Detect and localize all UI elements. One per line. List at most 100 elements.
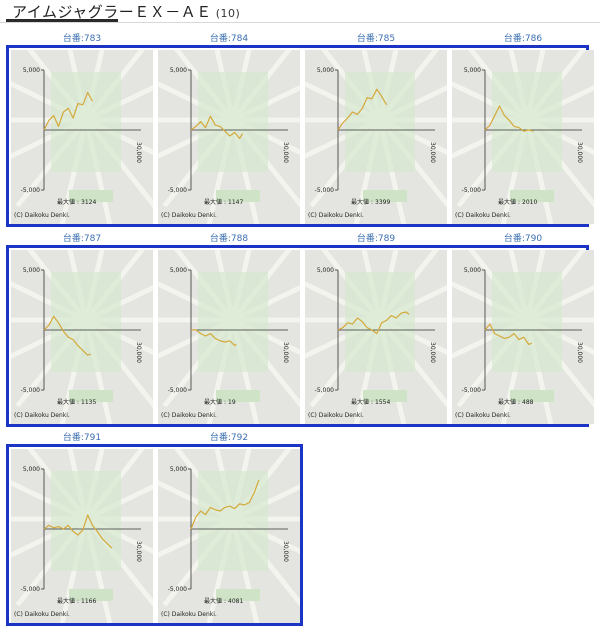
max-value: 最大値:1147: [204, 197, 243, 206]
machine-number-link[interactable]: 台番:788: [209, 234, 249, 244]
y-tick-label: -5,000: [462, 187, 482, 194]
max-value-label: 最大値: [57, 598, 76, 605]
y-tick-label: -5,000: [462, 387, 482, 394]
machine-card-台番:787[interactable]: 台番:787 5,000 -5,000 30,000 最大値:1135 (C) Daiko…: [11, 234, 153, 424]
max-value-separator: :: [518, 399, 521, 406]
x-max-label: 30,000: [282, 541, 289, 562]
max-value-number: 1166: [81, 598, 97, 605]
max-value-number: 1554: [375, 399, 391, 406]
max-value-separator: :: [77, 598, 80, 605]
machine-card-台番:785[interactable]: 台番:785 5,000 -5,000 30,000 最大値:3399 (C) Daiko…: [305, 34, 447, 224]
max-value-separator: :: [371, 399, 374, 406]
y-tick-label: -5,000: [315, 187, 335, 194]
slump-graph-svg: 5,000 -5,000 30,000: [158, 449, 300, 623]
y-tick-label: 5,000: [317, 67, 334, 74]
machine-card-台番:786[interactable]: 台番:786 5,000 -5,000 30,000 最大値:2010 (C) Daiko…: [452, 34, 594, 224]
max-value-separator: :: [224, 399, 227, 406]
background-logo: [216, 190, 260, 202]
slump-graph-svg: 5,000 -5,000 30,000: [452, 250, 594, 424]
max-value-label: 最大値: [204, 199, 223, 206]
slump-line: [484, 105, 534, 132]
background-logo: [510, 390, 554, 402]
y-tick-label: 5,000: [23, 267, 40, 274]
slump-graph: 5,000 -5,000 30,000 最大値:2010 (C) Daikoku Den…: [452, 50, 594, 224]
y-tick-label: -5,000: [21, 187, 41, 194]
max-value-label: 最大値: [57, 399, 76, 406]
max-value: 最大値:488: [498, 397, 534, 406]
x-max-label: 30,000: [135, 142, 142, 163]
machine-card-台番:789[interactable]: 台番:789 5,000 -5,000 30,000 最大値:1554 (C) Daiko…: [305, 234, 447, 424]
slump-graph: 5,000 -5,000 30,000 最大値:19 (C) Daikoku Denki…: [158, 250, 300, 424]
x-max-label: 30,000: [282, 142, 289, 163]
machine-number-link[interactable]: 台番:785: [356, 34, 396, 44]
max-value: 最大値:3399: [351, 197, 390, 206]
max-value-number: 4081: [228, 598, 244, 605]
machine-card-台番:792[interactable]: 台番:792 5,000 -5,000 30,000 最大値:4081 (C) Daiko…: [158, 433, 300, 623]
machine-number-link[interactable]: 台番:790: [503, 234, 543, 244]
max-value-number: 1147: [228, 199, 244, 206]
copyright-text: (C) Daikoku Denki.: [455, 412, 511, 419]
max-value-number: 488: [522, 399, 534, 406]
slump-line: [190, 329, 237, 347]
max-value: 最大値:1554: [351, 397, 390, 406]
machine-number-link[interactable]: 台番:787: [62, 234, 102, 244]
copyright-text: (C) Daikoku Denki.: [14, 212, 70, 219]
background-panel: [198, 272, 268, 372]
x-max-label: 30,000: [429, 342, 436, 363]
page-title: アイムジャグラーＥＸ－ＡＥ (10): [12, 1, 240, 22]
max-value-number: 3399: [375, 199, 391, 206]
max-value: 最大値:1135: [57, 397, 96, 406]
x-max-label: 30,000: [135, 541, 142, 562]
max-value-separator: :: [77, 399, 80, 406]
section-header: アイムジャグラーＥＸ－ＡＥ (10): [0, 0, 600, 23]
machine-card-台番:784[interactable]: 台番:784 5,000 -5,000 30,000 最大値:1147 (C) Daiko…: [158, 34, 300, 224]
max-value-number: 19: [228, 399, 236, 406]
max-value-separator: :: [224, 199, 227, 206]
machine-number-link[interactable]: 台番:784: [209, 34, 249, 44]
x-max-label: 30,000: [282, 342, 289, 363]
max-value-number: 3124: [81, 199, 97, 206]
machine-number-link[interactable]: 台番:786: [503, 34, 543, 44]
machine-number-link[interactable]: 台番:791: [62, 433, 102, 443]
background-logo: [216, 390, 260, 402]
machine-number-link[interactable]: 台番:789: [356, 234, 396, 244]
background-panel: [492, 272, 562, 372]
copyright-text: (C) Daikoku Denki.: [161, 412, 217, 419]
slump-line: [190, 479, 260, 530]
max-value-label: 最大値: [498, 399, 517, 406]
machine-card-台番:790[interactable]: 台番:790 5,000 -5,000 30,000 最大値:488 (C) Daikok…: [452, 234, 594, 424]
y-tick-label: -5,000: [21, 586, 41, 593]
y-tick-label: 5,000: [23, 466, 40, 473]
max-value: 最大値:2010: [498, 197, 537, 206]
max-value-label: 最大値: [351, 199, 370, 206]
y-tick-label: 5,000: [170, 466, 187, 473]
slump-graph-svg: 5,000 -5,000 30,000: [452, 50, 594, 224]
y-tick-label: -5,000: [168, 586, 188, 593]
y-tick-label: -5,000: [168, 187, 188, 194]
y-tick-label: -5,000: [168, 387, 188, 394]
x-max-label: 30,000: [576, 342, 583, 363]
copyright-text: (C) Daikoku Denki.: [161, 212, 217, 219]
slump-graph-svg: 5,000 -5,000 30,000: [305, 250, 447, 424]
slump-line: [190, 115, 244, 140]
y-tick-label: 5,000: [170, 67, 187, 74]
slump-graph: 5,000 -5,000 30,000 最大値:4081 (C) Daikoku Den…: [158, 449, 300, 623]
machine-card-台番:791[interactable]: 台番:791 5,000 -5,000 30,000 最大値:1166 (C) Daiko…: [11, 433, 153, 623]
machine-card-台番:783[interactable]: 台番:783 5,000 -5,000 30,000 最大値:3124 (C) Daiko…: [11, 34, 153, 224]
background-logo: [69, 190, 113, 202]
background-panel: [345, 72, 415, 172]
slump-graph-svg: 5,000 -5,000 30,000: [158, 250, 300, 424]
x-max-label: 30,000: [576, 142, 583, 163]
max-value-number: 1135: [81, 399, 97, 406]
slump-graph: 5,000 -5,000 30,000 最大値:1147 (C) Daikoku Den…: [158, 50, 300, 224]
machine-number-link[interactable]: 台番:792: [209, 433, 249, 443]
max-value: 最大値:1166: [57, 596, 96, 605]
machine-count: (10): [215, 7, 241, 20]
machine-number-link[interactable]: 台番:783: [62, 34, 102, 44]
max-value-separator: :: [518, 199, 521, 206]
y-tick-label: 5,000: [464, 67, 481, 74]
slump-graph-svg: 5,000 -5,000 30,000: [11, 50, 153, 224]
machine-card-台番:788[interactable]: 台番:788 5,000 -5,000 30,000 最大値:19 (C) Daikoku…: [158, 234, 300, 424]
copyright-text: (C) Daikoku Denki.: [161, 611, 217, 618]
slump-graph-svg: 5,000 -5,000 30,000: [158, 50, 300, 224]
